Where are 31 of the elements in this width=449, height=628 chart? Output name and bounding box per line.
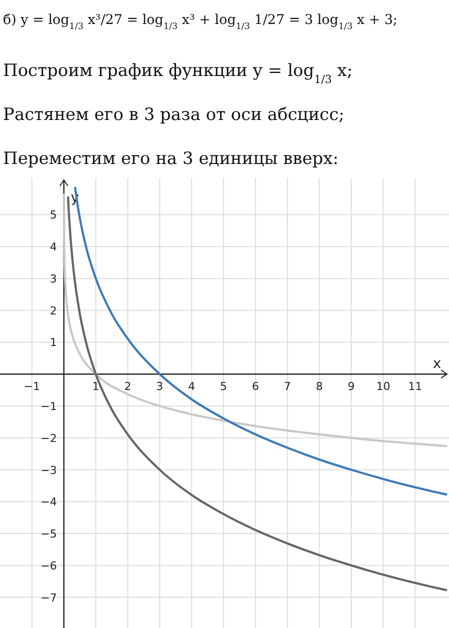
- x-tick-label: 8: [316, 380, 323, 394]
- text: Построим график функции y = log$_{1/3}$ x;: [3, 61, 353, 86]
- y-tick-label: −2: [40, 432, 57, 445]
- line-series: [66, 195, 448, 592]
- y-tick-label: 1: [50, 336, 57, 350]
- x-tick-label: 1: [92, 380, 100, 394]
- y-tick-label: 2: [50, 304, 57, 318]
- x-tick-label: 10: [376, 380, 390, 394]
- y-tick-label: 3: [50, 272, 57, 286]
- y-tick-label: −6: [40, 559, 57, 572]
- x-tick-label: 11: [408, 380, 422, 394]
- y-tick-label: −1: [40, 400, 57, 413]
- x-tick-label: 9: [348, 380, 355, 394]
- text: Переместим его на 3 единицы вверх:: [3, 149, 338, 169]
- line-series: [62, 192, 448, 448]
- y-tick-label: −5: [40, 528, 57, 541]
- x-tick-label: 7: [284, 380, 291, 394]
- x-tick-label: 2: [124, 380, 132, 394]
- y-tick-label: 5: [50, 208, 57, 222]
- x-tick-label: 4: [188, 380, 196, 394]
- x-tick-label: −1: [24, 380, 40, 394]
- x-tick-label: 3: [156, 380, 164, 394]
- y-tick-label: 4: [50, 240, 57, 254]
- x-axis-title: x: [432, 356, 442, 372]
- y-tick-label: −3: [40, 464, 57, 477]
- y-tick-label: −7: [40, 591, 57, 604]
- y-tick-label: −4: [40, 496, 57, 509]
- x-tick-label: 5: [220, 380, 228, 394]
- text: б) y = log$_{1/3}$ x³/27 = log$_{1/3}$ x³ + log$_{1/3}$ 1/27 = 3 log$_{1/3}$ x + 3;: [3, 12, 398, 32]
- text: Растянем его в 3 раза от оси абсцисс;: [3, 105, 344, 125]
- x-tick-label: 6: [252, 380, 259, 394]
